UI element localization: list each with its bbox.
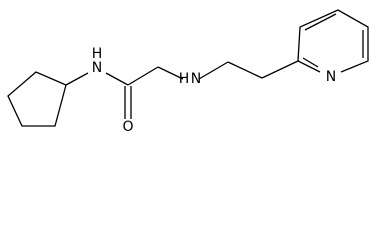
bond (261, 60, 299, 79)
bond (127, 66, 159, 86)
atom-label: N (326, 69, 336, 85)
atom-label: N (92, 60, 102, 76)
bond (65, 72, 89, 86)
bond (227, 61, 263, 79)
bond (157, 66, 184, 80)
bond (198, 61, 229, 80)
double-bond (304, 13, 337, 31)
pyridine-ring (297, 9, 369, 73)
hydrogen-label: H (92, 46, 103, 62)
hydrogen-label: H (179, 71, 190, 87)
atom-label: N (191, 71, 201, 87)
molecule: N H O N H N (7, 9, 369, 135)
atom-label: O (122, 119, 133, 135)
double-bond (302, 57, 319, 68)
cyclopentane-ring (7, 71, 67, 127)
bond (105, 72, 129, 86)
